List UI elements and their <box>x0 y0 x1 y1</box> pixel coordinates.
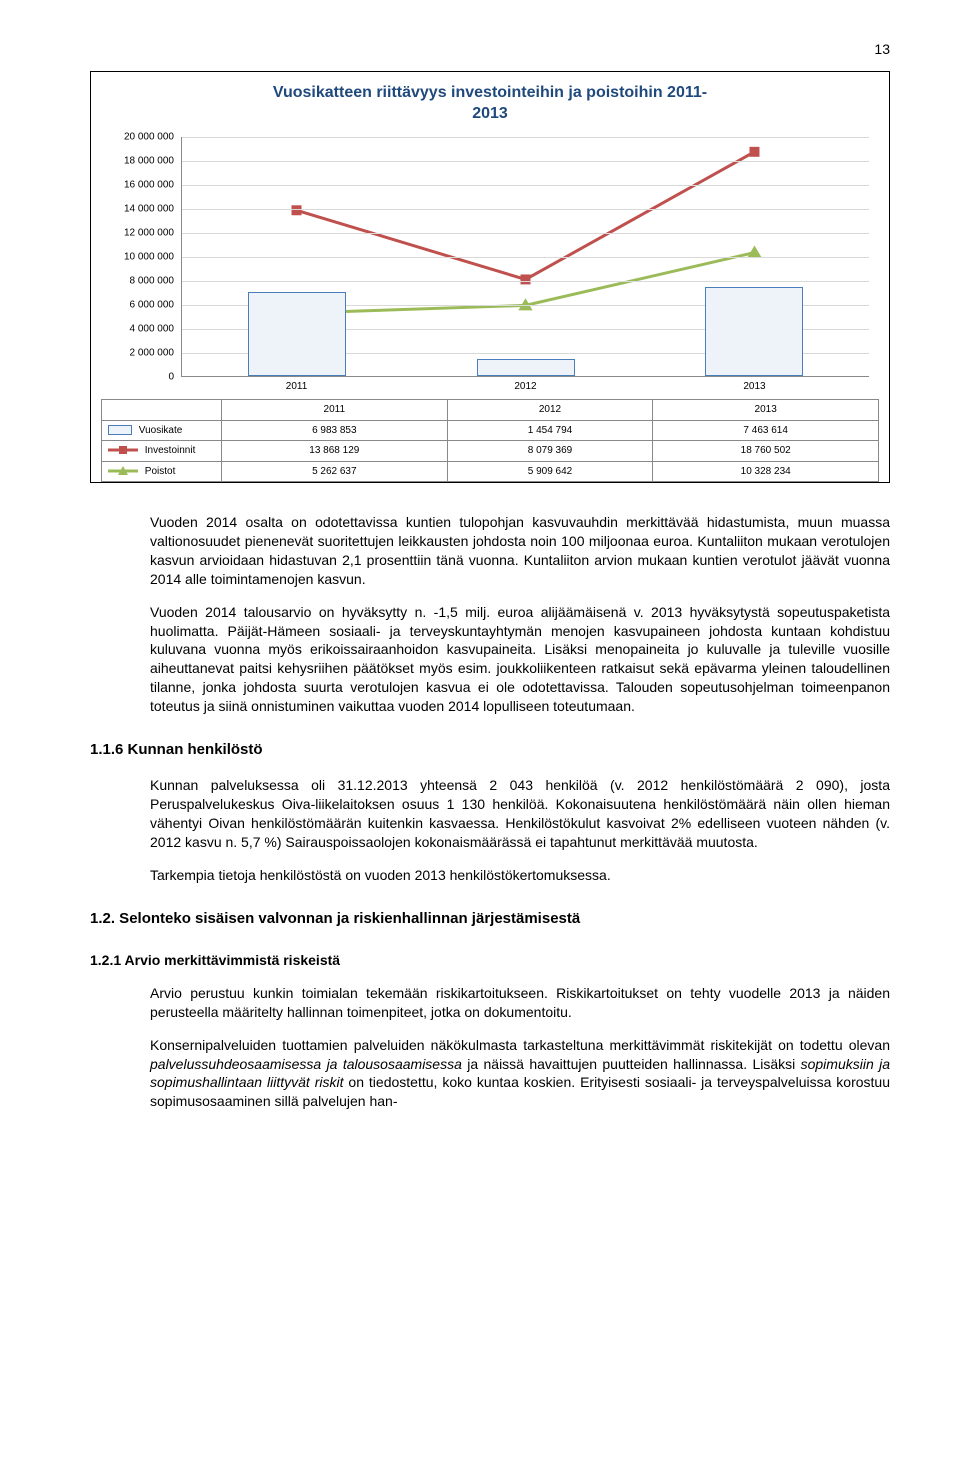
gridline <box>182 257 869 258</box>
table-row: Vuosikate 6 983 853 1 454 794 7 463 614 <box>102 420 879 441</box>
cell: 8 079 369 <box>447 441 653 462</box>
cell: 10 328 234 <box>653 461 879 482</box>
legend-col-2013: 2013 <box>653 400 879 421</box>
y-axis-label: 6 000 000 <box>102 298 174 312</box>
gridline <box>182 233 869 234</box>
heading-selonteko: 1.2. Selonteko sisäisen valvonnan ja ris… <box>90 909 890 929</box>
paragraph-1: Vuoden 2014 osalta on odotettavissa kunt… <box>150 513 890 589</box>
chart-plot-area: 02 000 0004 000 0006 000 0008 000 00010 … <box>181 137 869 377</box>
cell: 18 760 502 <box>653 441 879 462</box>
y-axis-label: 12 000 000 <box>102 226 174 240</box>
p6-mid: ja näissä havaittujen puutteiden hallinn… <box>462 1056 801 1072</box>
gridline <box>182 209 869 210</box>
legend-col-2012: 2012 <box>447 400 653 421</box>
table-row: Investoinnit 13 868 129 8 079 369 18 760… <box>102 441 879 462</box>
cell: 5 909 642 <box>447 461 653 482</box>
series-name-vuosikate: Vuosikate <box>139 425 183 436</box>
legend-poistot: Poistot <box>102 461 222 482</box>
gridline <box>182 161 869 162</box>
y-axis-label: 4 000 000 <box>102 322 174 336</box>
heading-arvio-riskeista: 1.2.1 Arvio merkittävimmistä riskeistä <box>90 951 890 970</box>
x-axis-label: 2011 <box>286 380 308 394</box>
y-axis-label: 18 000 000 <box>102 154 174 168</box>
chart-title-line1: Vuosikatteen riittävyys investointeihin … <box>273 84 707 101</box>
paragraph-5: Arvio perustuu kunkin toimialan tekemään… <box>150 984 890 1022</box>
cell: 7 463 614 <box>653 420 879 441</box>
chart-title-line2: 2013 <box>472 105 508 122</box>
cell: 1 454 794 <box>447 420 653 441</box>
heading-henkilosto: 1.1.6 Kunnan henkilöstö <box>90 740 890 760</box>
y-axis-label: 2 000 000 <box>102 346 174 360</box>
y-axis-label: 20 000 000 <box>102 130 174 144</box>
table-row: Poistot 5 262 637 5 909 642 10 328 234 <box>102 461 879 482</box>
table-row: 2011 2012 2013 <box>102 400 879 421</box>
legend-header-empty <box>102 400 222 421</box>
gridline <box>182 185 869 186</box>
legend-investoinnit: Investoinnit <box>102 441 222 462</box>
chart-container: Vuosikatteen riittävyys investointeihin … <box>90 71 890 483</box>
legend-col-2011: 2011 <box>222 400 448 421</box>
x-axis-label: 2013 <box>743 380 765 394</box>
triangle-line-marker-icon <box>108 465 138 477</box>
chart-legend-table: 2011 2012 2013 Vuosikate 6 983 853 1 454… <box>101 399 879 482</box>
bar-marker-icon <box>108 425 132 435</box>
paragraph-4: Tarkempia tietoja henkilöstöstä on vuode… <box>150 866 890 885</box>
p6-italic1: palvelussuhdeosaamisessa ja talousosaami… <box>150 1056 462 1072</box>
y-axis-label: 10 000 000 <box>102 250 174 264</box>
page-number: 13 <box>90 40 890 59</box>
y-axis-label: 16 000 000 <box>102 178 174 192</box>
x-axis-label: 2012 <box>514 380 536 394</box>
gridline <box>182 281 869 282</box>
gridline <box>182 137 869 138</box>
paragraph-6: Konsernipalveluiden tuottamien palveluid… <box>150 1036 890 1112</box>
p6-pre: Konsernipalveluiden tuottamien palveluid… <box>150 1037 890 1053</box>
bar <box>248 292 346 376</box>
paragraph-3: Kunnan palveluksessa oli 31.12.2013 yhte… <box>150 776 890 852</box>
series-name-investoinnit: Investoinnit <box>145 445 196 456</box>
chart-title: Vuosikatteen riittävyys investointeihin … <box>101 82 879 125</box>
y-axis-label: 0 <box>102 370 174 384</box>
bar <box>477 359 575 376</box>
legend-vuosikate: Vuosikate <box>102 420 222 441</box>
bar <box>705 287 803 377</box>
square-line-marker-icon <box>108 444 138 456</box>
cell: 5 262 637 <box>222 461 448 482</box>
paragraph-2: Vuoden 2014 talousarvio on hyväksytty n.… <box>150 603 890 716</box>
series-name-poistot: Poistot <box>145 466 176 477</box>
y-axis-label: 14 000 000 <box>102 202 174 216</box>
y-axis-label: 8 000 000 <box>102 274 174 288</box>
cell: 13 868 129 <box>222 441 448 462</box>
cell: 6 983 853 <box>222 420 448 441</box>
